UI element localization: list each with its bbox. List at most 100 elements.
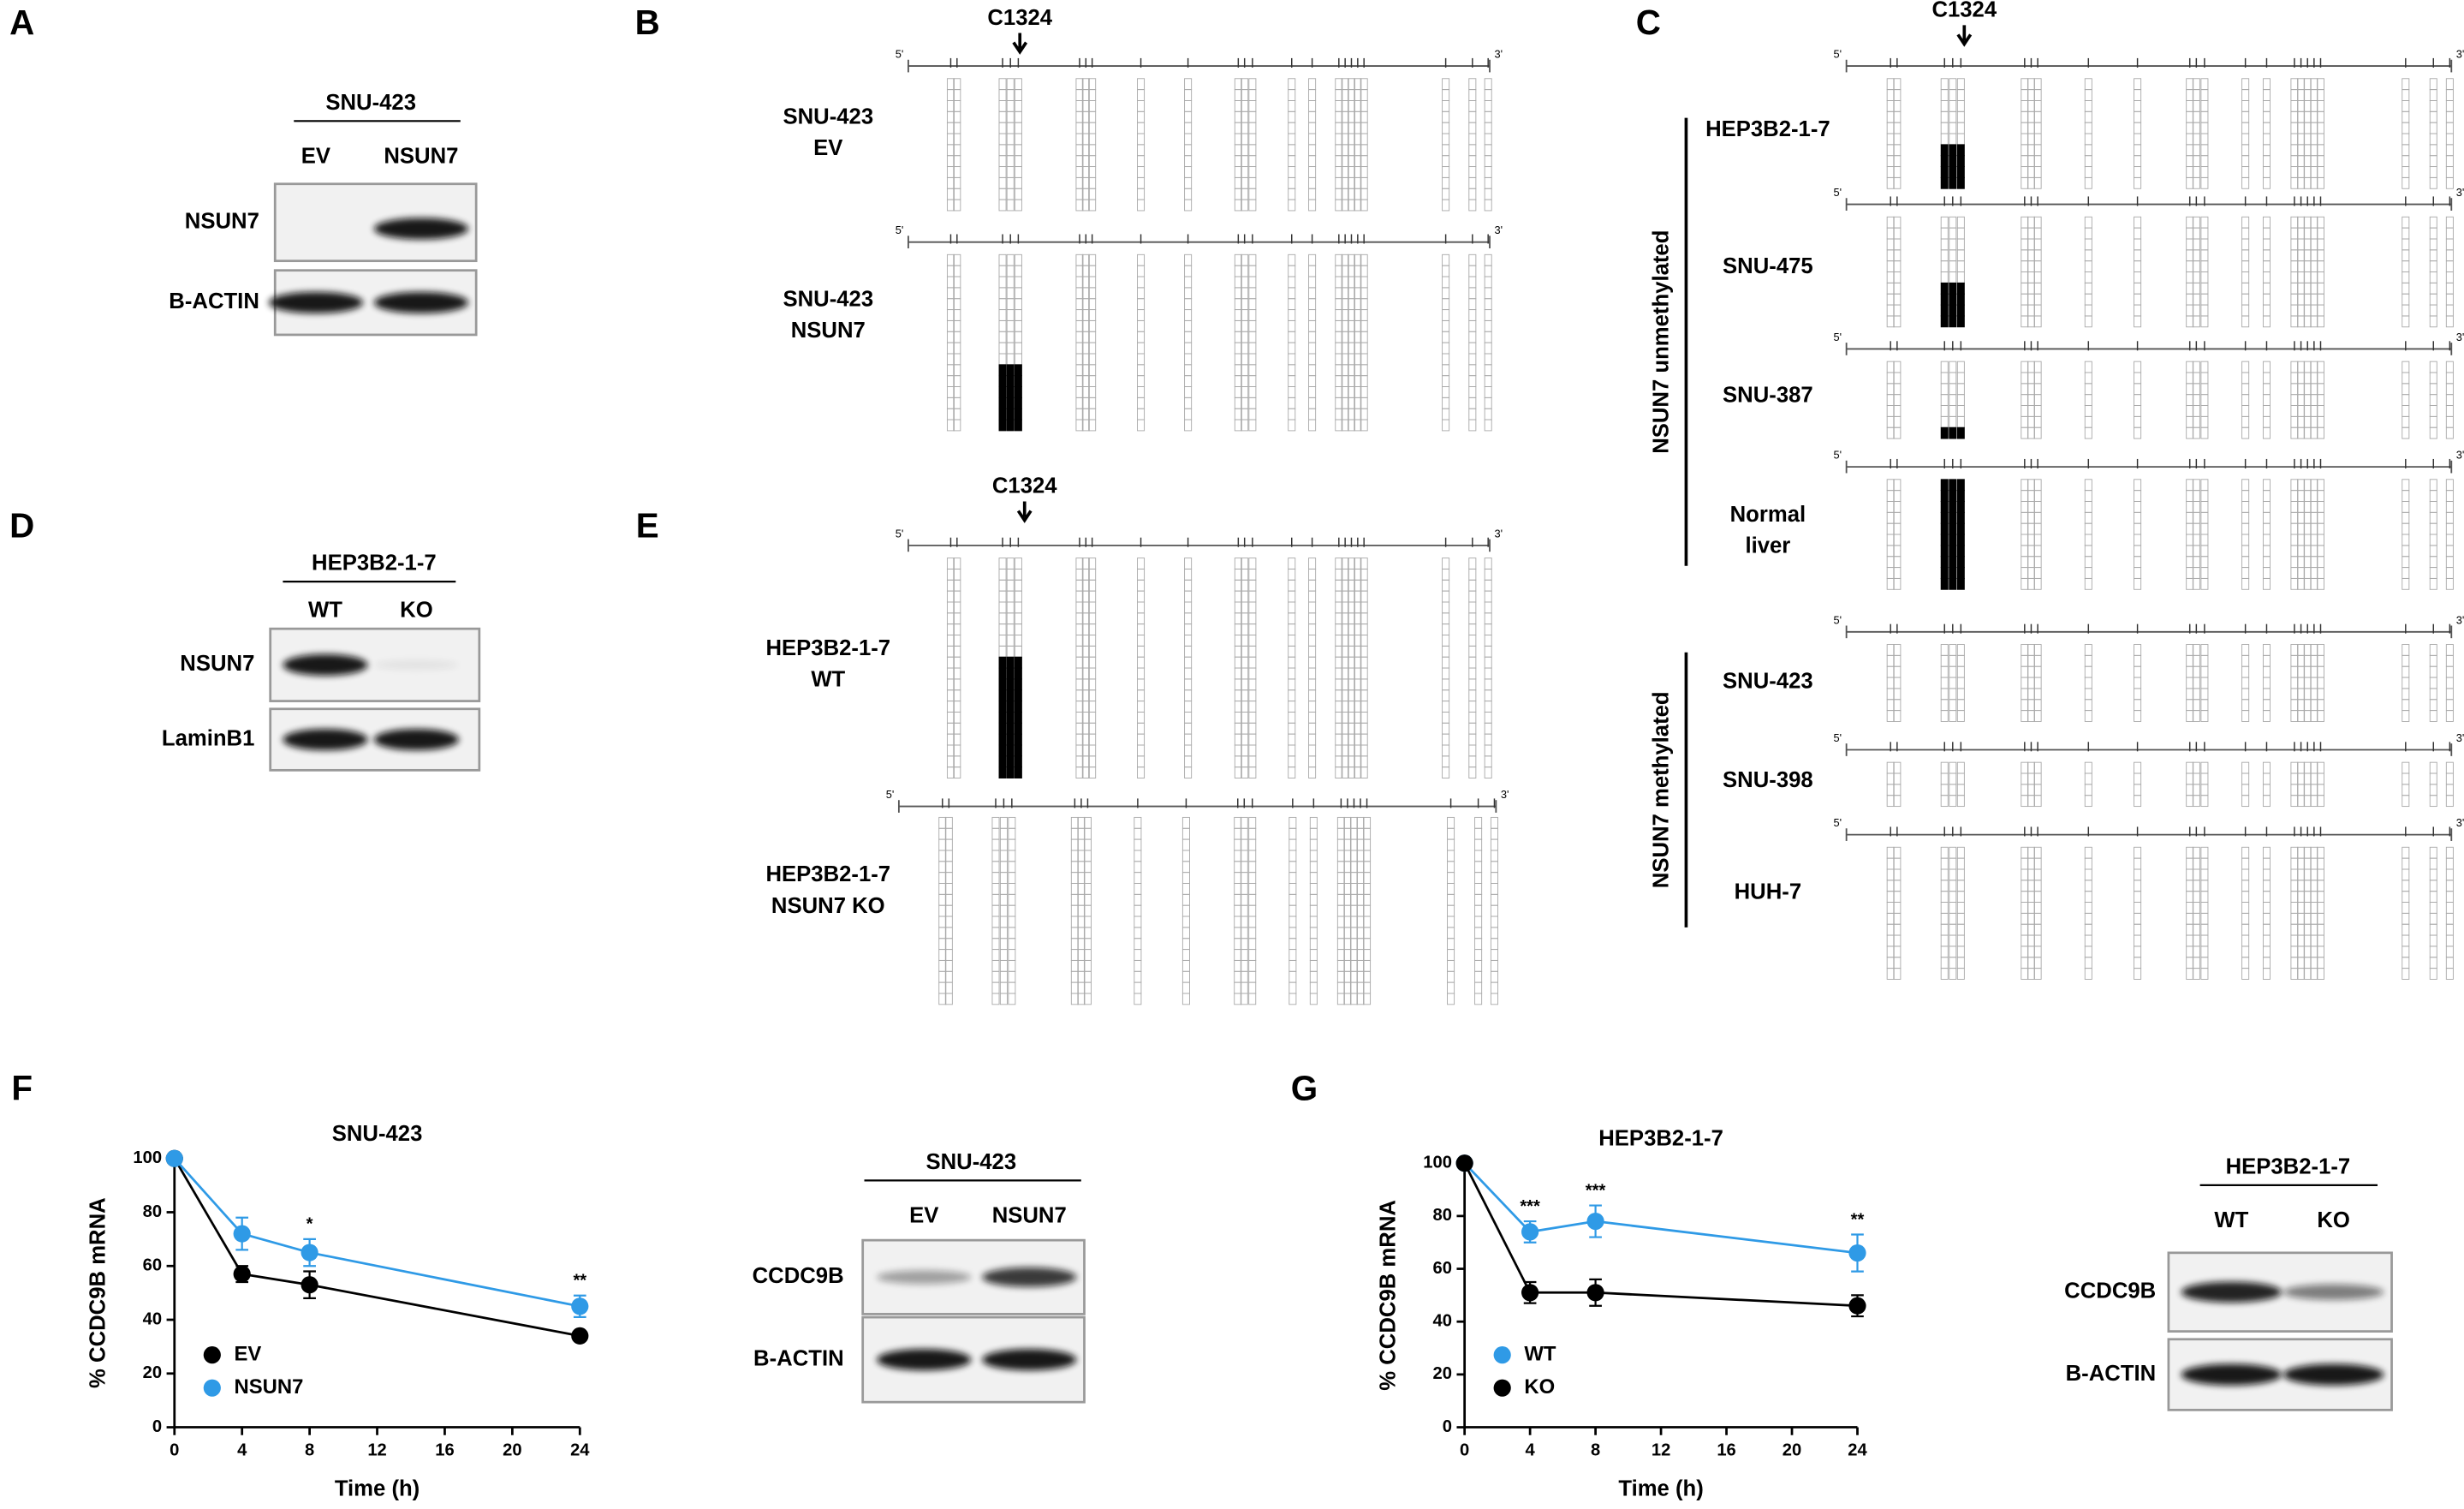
unmethylated-cpg — [2317, 176, 2324, 189]
unmethylated-cpg — [2134, 415, 2142, 428]
unmethylated-cpg — [2445, 479, 2454, 492]
unmethylated-cpg — [1081, 645, 1090, 658]
unmethylated-cpg — [1248, 883, 1257, 895]
unmethylated-cpg — [2402, 405, 2410, 417]
unmethylated-cpg — [1308, 287, 1317, 300]
unmethylated-cpg — [2134, 511, 2142, 524]
unmethylated-cpg — [1341, 612, 1349, 625]
unmethylated-cpg — [2310, 846, 2318, 859]
unmethylated-cpg — [2021, 501, 2029, 513]
unmethylated-cpg — [2290, 654, 2299, 667]
unmethylated-cpg — [1360, 601, 1368, 614]
unmethylated-cpg — [1248, 298, 1257, 311]
unmethylated-cpg — [2027, 315, 2035, 328]
unmethylated-cpg — [1335, 319, 1343, 332]
unmethylated-cpg — [1347, 601, 1355, 614]
unmethylated-cpg — [2192, 957, 2200, 969]
unmethylated-cpg — [2429, 405, 2437, 417]
unmethylated-cpg — [1081, 319, 1090, 332]
unmethylated-cpg — [1137, 353, 1146, 366]
unmethylated-cpg — [2297, 122, 2306, 134]
unmethylated-cpg — [1081, 78, 1090, 91]
unmethylated-cpg — [2033, 880, 2042, 892]
unmethylated-cpg — [2402, 372, 2410, 385]
unmethylated-cpg — [1181, 861, 1190, 874]
unmethylated-cpg — [2186, 122, 2194, 134]
unmethylated-cpg — [2303, 315, 2312, 328]
unmethylated-cpg — [1083, 861, 1092, 874]
unmethylated-cpg — [1134, 904, 1142, 917]
methylated-cpg — [998, 656, 1007, 669]
unmethylated-cpg — [1241, 144, 1249, 157]
unmethylated-cpg — [2317, 304, 2324, 317]
unmethylated-cpg — [2303, 383, 2312, 396]
unmethylated-cpg — [1886, 795, 1895, 808]
unmethylated-cpg — [1234, 959, 1242, 972]
unmethylated-cpg — [1308, 342, 1317, 355]
unmethylated-cpg — [2429, 293, 2437, 306]
unmethylated-cpg — [2290, 545, 2299, 558]
unmethylated-cpg — [1134, 872, 1142, 884]
unmethylated-cpg — [2084, 957, 2092, 969]
unmethylated-cpg — [1241, 188, 1249, 200]
unmethylated-cpg — [1354, 645, 1362, 658]
unmethylated-cpg — [1341, 342, 1349, 355]
unmethylated-cpg — [1137, 199, 1146, 212]
unmethylated-cpg — [1006, 590, 1015, 603]
unmethylated-cpg — [946, 133, 955, 146]
unmethylated-cpg — [1484, 276, 1492, 289]
unmethylated-cpg — [2402, 761, 2410, 774]
unmethylated-cpg — [1356, 904, 1365, 917]
unmethylated-cpg — [2429, 78, 2437, 91]
unmethylated-cpg — [1241, 635, 1249, 647]
unmethylated-cpg — [2317, 415, 2324, 428]
unmethylated-cpg — [1335, 353, 1343, 366]
unmethylated-cpg — [2445, 166, 2454, 178]
unmethylated-cpg — [2192, 880, 2200, 892]
unmethylated-cpg — [2310, 155, 2318, 168]
unmethylated-cpg — [1184, 689, 1193, 702]
unmethylated-cpg — [1468, 755, 1477, 768]
unmethylated-cpg — [1308, 568, 1317, 581]
five-prime: 5' — [896, 527, 904, 540]
unmethylated-cpg — [1335, 766, 1343, 778]
unmethylated-cpg — [1008, 816, 1016, 829]
unmethylated-cpg — [1336, 838, 1345, 851]
unmethylated-cpg — [1349, 861, 1358, 874]
unmethylated-cpg — [2445, 880, 2454, 892]
unmethylated-cpg — [2186, 677, 2194, 689]
methylated-cpg — [1006, 722, 1015, 735]
unmethylated-cpg — [1006, 133, 1015, 146]
unmethylated-cpg — [2297, 795, 2306, 808]
unmethylated-cpg — [1347, 309, 1355, 321]
unmethylated-cpg — [2402, 282, 2410, 295]
unmethylated-cpg — [2033, 260, 2042, 272]
unmethylated-cpg — [1075, 298, 1084, 311]
unmethylated-cpg — [1137, 766, 1146, 778]
unmethylated-cpg — [2186, 282, 2194, 295]
unmethylated-cpg — [953, 590, 961, 603]
unmethylated-cpg — [1347, 199, 1355, 212]
unmethylated-cpg — [2200, 372, 2209, 385]
unmethylated-cpg — [2262, 144, 2271, 157]
unmethylated-cpg — [1006, 166, 1015, 178]
unmethylated-cpg — [2297, 868, 2306, 881]
unmethylated-cpg — [1088, 667, 1097, 680]
unmethylated-cpg — [2310, 511, 2318, 524]
unmethylated-cpg — [2186, 176, 2194, 189]
unmethylated-cpg — [2084, 249, 2092, 262]
unmethylated-cpg — [2027, 968, 2035, 980]
unmethylated-cpg — [2297, 688, 2306, 701]
unmethylated-cpg — [2021, 372, 2029, 385]
unmethylated-cpg — [1354, 568, 1362, 581]
unmethylated-cpg — [1240, 927, 1248, 939]
unmethylated-cpg — [1442, 78, 1450, 91]
unmethylated-cpg — [1442, 122, 1450, 134]
unmethylated-cpg — [946, 601, 955, 614]
unmethylated-cpg — [2084, 699, 2092, 712]
unmethylated-cpg — [2429, 772, 2437, 785]
unmethylated-cpg — [1075, 100, 1084, 112]
unmethylated-cpg — [1886, 577, 1895, 590]
unmethylated-cpg — [1341, 733, 1349, 746]
unmethylated-cpg — [1241, 122, 1249, 134]
